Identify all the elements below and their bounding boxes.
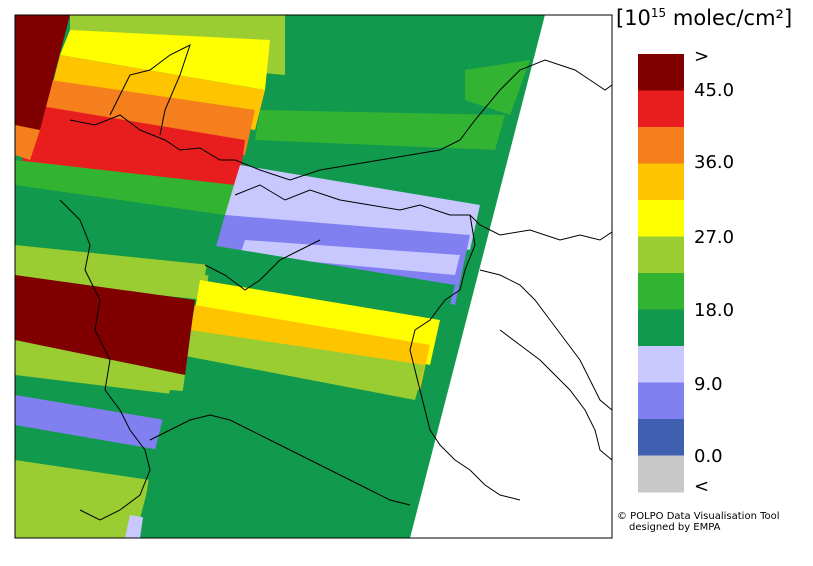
legend-swatch-9 xyxy=(638,382,684,420)
legend-label-36: 36.0 xyxy=(694,152,735,173)
legend-swatch-8 xyxy=(638,346,684,383)
unit-exponent: 15 xyxy=(650,6,667,20)
legend-swatch-11 xyxy=(638,455,684,493)
swath-pixel-orange-w xyxy=(15,125,40,160)
swath-pixel-green-sw xyxy=(15,425,160,480)
swath-pixel-green-mid2 xyxy=(15,185,225,245)
swath-pixel-green-mid3 xyxy=(205,245,455,305)
legend-swatch-1 xyxy=(638,90,684,128)
legend-swatch-10 xyxy=(638,419,684,456)
swath-pixel-lightgreen-sw xyxy=(15,460,150,538)
swath-pixel-darkred-nw xyxy=(15,15,70,130)
legend-swatch-2 xyxy=(638,127,684,164)
swath-pixel-lavender-1 xyxy=(225,165,480,250)
swath-pixel-lightgreen-mid xyxy=(15,245,210,300)
legend-label-45: 45.0 xyxy=(694,80,735,101)
legend-swatch-6 xyxy=(638,273,684,310)
legend-label-18: 18.0 xyxy=(694,300,735,321)
coastlines xyxy=(59,44,612,521)
retrieval-pixels xyxy=(15,15,612,538)
map-frame xyxy=(14,14,613,539)
legend-label-0: 0.0 xyxy=(694,446,723,467)
swath-pixel-green-south xyxy=(140,390,415,538)
legend-label-above: > xyxy=(694,46,710,67)
swath-pixel-green-ne xyxy=(465,60,530,115)
legend-swatch-7 xyxy=(638,309,684,347)
swath-pixel-yellow-top xyxy=(60,30,270,90)
no-data-region xyxy=(410,15,612,538)
legend-label-27: 27.0 xyxy=(694,227,735,248)
swath-pixel-darkgreen-band xyxy=(235,140,495,200)
credits-line2: designed by EMPA xyxy=(629,522,721,533)
legend-swatch-4 xyxy=(638,200,684,237)
credits: © POLPO Data Visualisation Tool designed… xyxy=(617,511,780,533)
legend-colorbar xyxy=(638,54,684,493)
swath-pixel-lightgreen-low xyxy=(180,330,425,400)
legend-label-9: 9.0 xyxy=(694,374,723,395)
credits-line1: © POLPO Data Visualisation Tool xyxy=(617,511,780,522)
legend-swatch-0 xyxy=(638,54,684,91)
unit-suffix: molec/cm²] xyxy=(666,6,793,30)
swath-pixel-lavender-2 xyxy=(240,240,460,275)
swath-pixel-blue-sw xyxy=(15,395,165,460)
swath-pixel-green-band1 xyxy=(255,110,505,150)
legend-swatch-5 xyxy=(638,236,684,274)
legend-unit-title: [1015 molec/cm²] xyxy=(616,6,792,30)
legend-label-below: < xyxy=(694,476,710,497)
legend-swatch-3 xyxy=(638,163,684,201)
swath-pixel-green-w xyxy=(15,375,180,425)
unit-prefix: [10 xyxy=(616,6,651,30)
